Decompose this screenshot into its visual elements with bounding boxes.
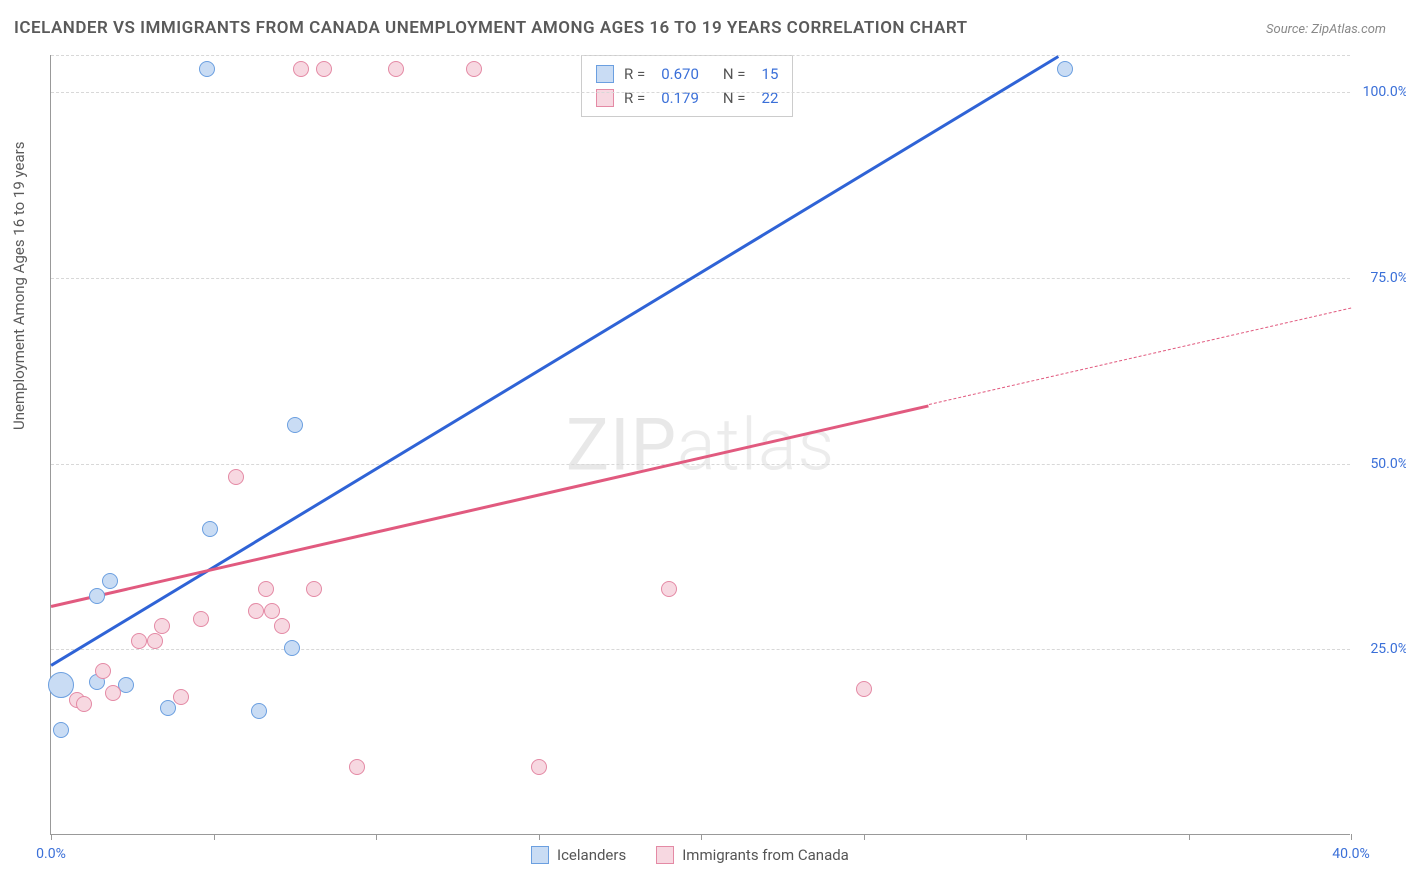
x-tick-mark [864,834,865,840]
data-point [53,722,69,738]
data-point [293,61,309,77]
data-point [388,61,404,77]
legend-item: Immigrants from Canada [656,846,849,864]
data-point [349,759,365,775]
chart-source: Source: ZipAtlas.com [1266,22,1386,37]
legend-r-label: R = [624,86,645,110]
legend-stat-row: R = 0.670 N = 15 [596,62,778,86]
x-tick-mark [214,834,215,840]
x-tick-mark [51,834,52,840]
data-point [287,417,303,433]
watermark: ZIPatlas [566,402,835,487]
data-point [76,696,92,712]
grid-line [51,92,1350,93]
data-point [173,689,189,705]
legend-stat-row: R = 0.179 N = 22 [596,86,778,110]
legend-r-label: R = [624,62,645,86]
data-point [316,61,332,77]
data-point [160,700,176,716]
legend-swatch [656,846,674,864]
y-tick-label: 75.0% [1370,270,1406,286]
legend-label: Icelanders [557,846,626,864]
correlation-legend: R = 0.670 N = 15 R = 0.179 N = 22 [581,55,793,117]
legend-n-value: 22 [762,86,779,110]
data-point [1057,61,1073,77]
data-point [251,703,267,719]
data-point [228,469,244,485]
data-point [199,61,215,77]
x-tick-mark [701,834,702,840]
legend-item: Icelanders [531,846,626,864]
data-point [131,633,147,649]
data-point [105,685,121,701]
data-point [147,633,163,649]
x-tick-label: 0.0% [36,846,66,862]
data-point [89,588,105,604]
legend-r-value: 0.179 [661,86,699,110]
x-tick-mark [376,834,377,840]
x-tick-mark [1189,834,1190,840]
grid-line [51,278,1350,279]
x-tick-mark [1026,834,1027,840]
y-axis-label: Unemployment Among Ages 16 to 19 years [10,142,28,430]
data-point [284,640,300,656]
trend-line [50,55,1059,666]
y-tick-label: 25.0% [1370,641,1406,657]
trend-line [51,404,929,607]
data-point [95,663,111,679]
data-point [531,759,547,775]
series-legend: Icelanders Immigrants from Canada [531,846,849,864]
legend-swatch [596,65,614,83]
x-tick-mark [1351,834,1352,840]
data-point [154,618,170,634]
data-point [248,603,264,619]
data-point [274,618,290,634]
data-point [258,581,274,597]
legend-label: Immigrants from Canada [682,846,849,864]
legend-r-value: 0.670 [661,62,699,86]
trend-line [928,308,1351,406]
data-point [466,61,482,77]
legend-swatch [531,846,549,864]
x-tick-label: 40.0% [1332,846,1370,862]
chart-plot-area: ZIPatlas R =0.670N =15R =0.179N =22 Icel… [50,55,1350,835]
grid-line [51,464,1350,465]
data-point [202,521,218,537]
chart-title: ICELANDER VS IMMIGRANTS FROM CANADA UNEM… [14,18,968,38]
grid-line [51,649,1350,650]
data-point [264,603,280,619]
data-point [193,611,209,627]
legend-n-label: N = [723,86,746,110]
x-tick-mark [539,834,540,840]
data-point [856,681,872,697]
y-tick-label: 100.0% [1363,84,1406,100]
data-point [661,581,677,597]
legend-n-value: 15 [762,62,779,86]
data-point [306,581,322,597]
data-point [102,573,118,589]
grid-line [51,55,1350,56]
y-tick-label: 50.0% [1370,456,1406,472]
legend-n-label: N = [723,62,746,86]
